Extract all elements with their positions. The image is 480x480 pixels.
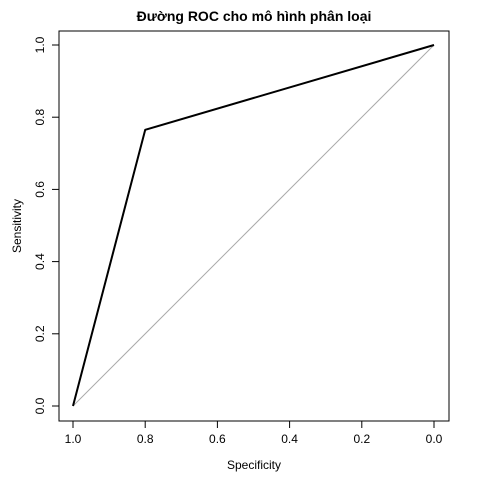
roc-curve-line [72, 44, 435, 407]
plot-frame [58, 30, 450, 422]
chart-title: Đường ROC cho mô hình phân loại [137, 8, 372, 24]
y-tick-label: 0.0 [33, 397, 47, 414]
y-tick-label: 0.8 [33, 109, 47, 126]
x-tick-label: 0.2 [353, 432, 370, 446]
y-axis-label: Sensitivity [10, 199, 24, 253]
x-axis-label: Specificity [227, 458, 281, 472]
x-axis: 1.0 0.8 0.6 0.4 0.2 0.0 [65, 421, 443, 446]
y-axis: 0.0 0.2 0.4 0.6 0.8 1.0 [33, 36, 59, 414]
y-tick-label: 1.0 [33, 36, 47, 53]
y-tick-label: 0.4 [33, 253, 47, 270]
y-tick-label: 0.2 [33, 325, 47, 342]
x-tick-label: 0.0 [426, 432, 443, 446]
y-tick-label: 0.6 [33, 181, 47, 198]
x-tick-label: 0.8 [137, 432, 154, 446]
diagonal-reference-line [72, 44, 435, 407]
x-tick-label: 0.6 [209, 432, 226, 446]
x-tick-label: 1.0 [65, 432, 82, 446]
x-tick-label: 0.4 [281, 432, 298, 446]
